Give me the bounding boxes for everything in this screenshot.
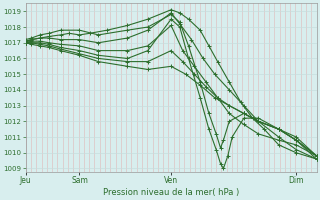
X-axis label: Pression niveau de la mer( hPa ): Pression niveau de la mer( hPa ) xyxy=(103,188,239,197)
